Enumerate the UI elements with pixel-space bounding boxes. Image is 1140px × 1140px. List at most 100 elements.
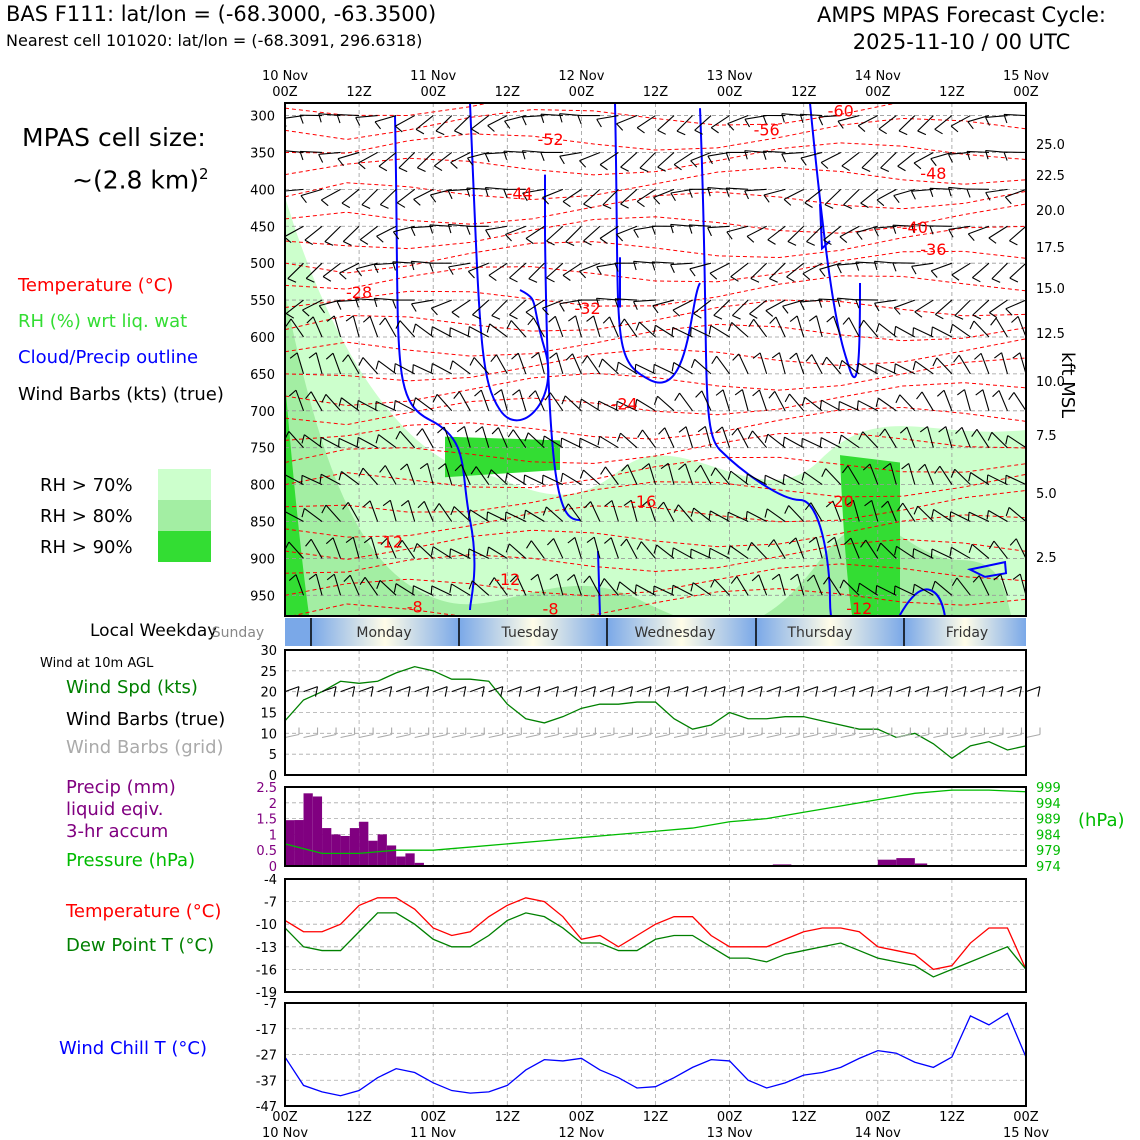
weekday-day-2: Tuesday [501,625,559,641]
precip-bar-12 [386,845,397,866]
true-barb-39 [1007,686,1022,693]
wind-spd-label: Wind Spd (kts) [66,677,198,698]
temp-panel-ytick-3: -13 [256,941,277,956]
true-barb-16 [581,686,596,693]
rh70-swatch [158,469,211,500]
true-barb-8 [433,686,448,693]
temp-contour-label-13: -12 [494,570,520,589]
wind-panel-ytick-2: 10 [260,727,277,742]
top-time-hour-9: 12Z [939,85,965,100]
top-time-date-6: 13 Nov [707,69,753,84]
isotherm-23 [289,588,1026,616]
precip-bar-18 [896,858,915,866]
temp-panel-ytick-5: -19 [256,986,277,1001]
grid-barb-27 [785,733,800,739]
grid-barb-22 [692,733,707,739]
cs-frame [284,102,1027,617]
temp-contour-label-10: -16 [630,492,656,511]
pressure-tick-13: 950 [250,589,275,604]
legend-rh: RH (%) wrt liq. wat [18,311,188,332]
top-time-date-4: 12 Nov [558,69,604,84]
bottom-time-date-4: 12 Nov [558,1126,604,1140]
wind-panel-ytick-5: 25 [260,665,277,680]
precip-bar-2 [294,820,304,866]
grid-barb-9 [451,733,466,739]
top-time-hour-6: 00Z [717,85,743,100]
isotherm-1 [285,103,900,140]
true-barb-21 [673,686,689,693]
pressure-tick-9: 750 [250,442,275,457]
true-barb-24 [729,686,744,693]
bottom-time-hour-2: 00Z [420,1110,446,1125]
grid-barb-21 [673,733,689,739]
weekday-cell-4 [756,618,904,646]
true-barb-30 [840,686,855,693]
temp-contour-label-12: -12 [377,532,403,551]
temp-panel-ytick-4: -16 [256,963,277,978]
grid-barb-33 [896,733,911,739]
true-barb-37 [970,686,985,693]
wind-grid-label: Wind Barbs (grid) [66,737,224,758]
cloud-outline-2 [544,174,581,521]
true-barb-32 [877,686,892,693]
temp-contour-label-2: -52 [537,130,563,149]
grid-barb-6 [396,733,411,739]
kft-tick-0: 25.0 [1036,138,1065,153]
cloud-outline-8 [650,615,700,616]
precip-bar-13 [396,856,406,866]
temp-contour-label-6: -36 [920,240,946,259]
top-time-hour-2: 00Z [420,85,446,100]
temp-contour-label-9: -24 [612,394,638,413]
grid-barb-39 [1007,733,1022,739]
chill-panel-ytick-3: -37 [256,1074,277,1089]
true-barb-36 [951,686,967,693]
temp-contour-label-3: -48 [920,164,946,183]
cs-inner: -60 -56 -52 -48 -44 -40 -36 -28 -32 -24 -16 -20 -12 -… [285,103,1026,616]
precip-label-1: Precip (mm) [66,777,176,798]
weekday-cell-5 [904,618,1026,646]
true-barb-7 [414,686,429,693]
grid-barb-15 [562,733,577,739]
bottom-time-date-10: 15 Nov [1003,1126,1049,1140]
chill-panel: -7 -17 -27 -37 -47 [256,997,1027,1115]
true-barb-22 [692,686,707,693]
precip-bar-8 [349,828,360,866]
forecast-header: AMPS MPAS Forecast Cycle: 2025-11-10 / 0… [817,2,1106,56]
weekday-cell-3 [607,618,756,646]
cs-wind-barbs [285,113,1026,596]
bottom-time-hour-3: 12Z [495,1110,521,1125]
isotherm-9 [285,275,1026,308]
true-barb-12 [507,686,522,693]
bottom-time-hour-4: 00Z [569,1110,595,1125]
pressure-tick-3: 450 [250,220,275,235]
true-barb-38 [988,686,1004,693]
cell-size-line2: ~(2.8 km)2 [22,156,209,198]
top-time-hour-3: 12Z [495,85,521,100]
pressure-line [284,789,1027,855]
rh80-label: RH > 80% [40,506,133,527]
grid-barb-1 [303,733,318,739]
weekday-bar: Sunday Monday Tuesday Wednesday Thursday Frid… [212,618,1026,646]
true-barb-0 [284,686,300,693]
true-barb-3 [340,686,355,693]
grid-barb-20 [655,733,670,739]
isotherm-20 [285,514,1026,560]
precip-panel-ytick-1: 0.5 [256,844,277,859]
precip-bar-3 [303,793,313,866]
cloud-outline-9 [966,560,1008,578]
temp-panel-frame [284,878,1027,993]
top-time-date-8: 14 Nov [855,69,901,84]
isotherm-5 [285,190,1026,225]
weekday-label: Local Weekday [90,621,218,641]
grid-barb-23 [710,733,726,739]
chill-panel-ytick-0: -7 [264,997,277,1012]
pressure-tick-7: 650 [250,368,275,383]
grid-barb-12 [507,733,522,739]
isotherm-8 [285,250,1026,290]
isotherm-6 [285,203,1026,250]
kft-tick-5: 12.5 [1036,327,1065,342]
true-barb-25 [747,686,763,693]
weekday-cell-1 [311,618,459,646]
grid-barb-14 [544,733,559,739]
pressure-tick-4: 500 [250,257,275,272]
